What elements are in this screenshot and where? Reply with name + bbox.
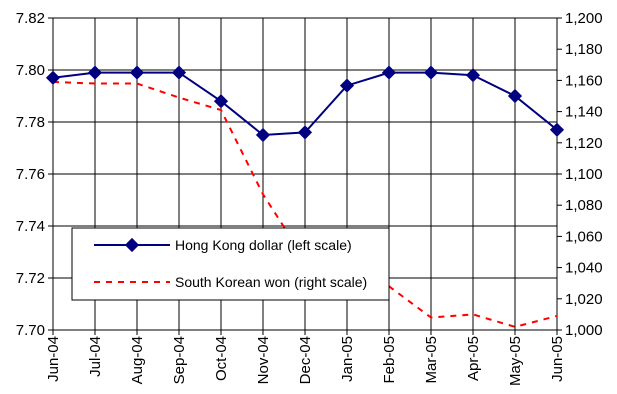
legend-box xyxy=(71,227,390,301)
x-tick-label: May-05 xyxy=(507,336,524,386)
legend-label-won: South Korean won (right scale) xyxy=(175,274,367,290)
data-point-hkd xyxy=(423,65,439,80)
x-axis-ticks: Jun-04 Jul-04 Aug-04 Sep-04 Oct-04 Nov-04 Dec-… xyxy=(45,330,566,386)
x-tick-label: Jun-05 xyxy=(549,336,566,382)
x-tick-label: Apr-05 xyxy=(465,336,482,381)
left-tick-label: 7.76 xyxy=(16,166,45,183)
right-tick-label: 1,140 xyxy=(565,104,603,121)
legend: Hong Kong dollar (left scale) South Kore… xyxy=(71,227,390,301)
data-point-hkd xyxy=(339,78,355,93)
x-tick-label: Jul-04 xyxy=(87,336,104,377)
right-tick-label: 1,200 xyxy=(565,10,603,27)
left-tick-label: 7.82 xyxy=(16,10,45,27)
x-tick-label: Feb-05 xyxy=(381,336,398,384)
data-point-hkd xyxy=(465,68,481,83)
data-point-hkd xyxy=(507,88,523,104)
series-south-korean-won xyxy=(52,80,558,328)
x-tick-label: Dec-04 xyxy=(297,336,314,384)
right-tick-label: 1,120 xyxy=(565,135,603,152)
x-tick-label: Jun-04 xyxy=(45,336,62,382)
x-tick-label: Nov-04 xyxy=(255,336,272,384)
right-tick-label: 1,060 xyxy=(565,228,603,245)
data-point-hkd xyxy=(381,65,397,80)
left-tick-label: 7.80 xyxy=(16,62,45,79)
left-tick-label: 7.78 xyxy=(16,114,45,131)
right-tick-label: 1,040 xyxy=(565,260,603,277)
data-point-hkd xyxy=(255,127,271,143)
x-tick-label: Sep-04 xyxy=(171,336,188,384)
legend-label-hkd: Hong Kong dollar (left scale) xyxy=(175,237,352,253)
right-axis-ticks: 1,000 1,020 1,040 1,060 1,080 1,100 1,120 1,140… xyxy=(557,10,603,339)
x-tick-label: Oct-04 xyxy=(213,336,230,381)
right-tick-label: 1,180 xyxy=(565,41,603,58)
right-tick-label: 1,160 xyxy=(565,72,603,89)
x-tick-label: Mar-05 xyxy=(423,336,440,384)
left-tick-label: 7.70 xyxy=(16,322,45,339)
series-line-south-korean-won xyxy=(52,80,558,328)
right-tick-label: 1,020 xyxy=(565,291,603,308)
x-tick-label: Jan-05 xyxy=(339,336,356,382)
left-axis-ticks: 7.70 7.72 7.74 7.76 7.78 7.80 7.82 xyxy=(16,10,53,339)
left-tick-label: 7.72 xyxy=(16,270,45,287)
x-tick-label: Aug-04 xyxy=(129,336,146,384)
data-point-hkd xyxy=(549,122,565,137)
right-tick-label: 1,080 xyxy=(565,197,603,214)
right-tick-label: 1,000 xyxy=(565,322,603,339)
left-tick-label: 7.74 xyxy=(16,218,45,235)
right-tick-label: 1,100 xyxy=(565,166,603,183)
